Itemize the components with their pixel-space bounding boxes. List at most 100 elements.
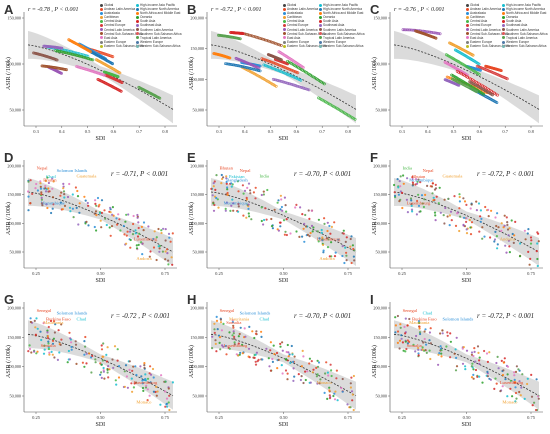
legend-swatch: [283, 28, 286, 32]
data-point: [301, 235, 304, 238]
data-point: [238, 353, 241, 356]
data-point: [211, 347, 214, 350]
legend-label: Southern Sub-Saharan Africa: [323, 31, 365, 36]
data-point: [115, 217, 118, 220]
data-point: [237, 342, 240, 345]
data-point: [434, 219, 437, 222]
data-point: [337, 238, 340, 241]
data-point: [168, 236, 171, 239]
data-point: [141, 253, 144, 256]
data-point: [489, 236, 492, 239]
data-point: [69, 210, 72, 213]
data-point: [502, 361, 505, 364]
data-point: [118, 365, 121, 368]
x-tick-label: 0.25: [32, 415, 41, 420]
data-point: [43, 348, 46, 351]
data-point: [326, 371, 329, 374]
data-point: [74, 340, 77, 343]
x-tick-label: 0.4: [59, 129, 65, 134]
data-point: [474, 360, 477, 363]
data-point: [494, 216, 497, 219]
data-point: [442, 214, 445, 217]
legend-swatch: [283, 15, 286, 19]
data-point: [68, 206, 72, 209]
data-point: [524, 238, 527, 241]
data-point: [48, 351, 51, 354]
data-point: [507, 239, 510, 242]
data-point: [54, 323, 57, 326]
data-point: [79, 55, 82, 58]
legend-swatch: [466, 7, 469, 11]
data-point: [155, 258, 158, 262]
data-point: [402, 28, 406, 32]
data-point: [130, 377, 133, 380]
data-point: [102, 370, 105, 373]
data-point: [281, 80, 285, 84]
data-point: [213, 203, 216, 207]
data-point: [308, 362, 311, 365]
panel-letter: F: [370, 150, 378, 165]
data-point: [443, 198, 446, 201]
x-tick-label: 0.3: [33, 129, 39, 134]
legend-swatch: [502, 11, 505, 15]
data-point: [71, 207, 74, 210]
x-tick-label: 0.75: [527, 271, 536, 276]
data-point: [143, 362, 146, 365]
legend-item: Central Europe: [283, 23, 327, 27]
data-point: [527, 228, 530, 231]
data-point: [454, 348, 457, 351]
data-point: [273, 352, 276, 356]
legend-label: East Asia: [287, 35, 301, 40]
data-point: [132, 365, 135, 368]
data-point: [128, 368, 131, 371]
data-point: [225, 177, 228, 180]
data-point: [535, 250, 538, 253]
data-point: [35, 317, 38, 320]
data-point: [60, 338, 63, 341]
data-point: [475, 90, 479, 94]
data-point: [528, 263, 531, 266]
data-point: [303, 222, 306, 225]
data-point: [46, 206, 49, 210]
data-point: [215, 319, 219, 322]
data-point: [472, 368, 475, 371]
data-point: [298, 85, 302, 89]
data-point: [519, 394, 522, 397]
data-point: [166, 405, 169, 408]
country-annotation: Chad: [260, 316, 270, 321]
country-annotation: Andorra: [136, 256, 151, 261]
data-point: [271, 360, 274, 363]
data-point: [250, 34, 254, 38]
data-point: [280, 70, 284, 74]
data-point: [60, 72, 63, 75]
data-point: [238, 332, 241, 336]
data-point: [425, 343, 428, 346]
data-point: [505, 216, 508, 219]
legend-swatch: [319, 15, 322, 19]
data-point: [41, 202, 44, 205]
data-point: [258, 69, 262, 73]
data-point: [164, 390, 167, 393]
data-point: [306, 370, 309, 373]
data-point: [445, 345, 448, 348]
data-point: [321, 239, 324, 242]
data-point: [232, 202, 235, 205]
regression-line: [210, 44, 357, 110]
data-point: [111, 62, 115, 66]
data-point: [42, 322, 45, 325]
data-point: [159, 403, 162, 406]
legend-label: High-income North America: [323, 7, 362, 12]
country-annotation: Solomon Islands: [57, 310, 88, 315]
data-point: [335, 369, 338, 372]
legend-label: Andean Latin America: [287, 7, 319, 12]
data-point: [28, 344, 31, 347]
legend-swatch: [283, 40, 286, 44]
x-tick-label: 0.4: [242, 129, 248, 134]
data-point: [251, 330, 254, 333]
legend-swatch: [466, 3, 469, 7]
data-point: [299, 78, 303, 82]
data-point: [454, 224, 458, 227]
data-point: [276, 367, 279, 370]
data-point: [416, 199, 419, 203]
data-point: [349, 237, 352, 241]
